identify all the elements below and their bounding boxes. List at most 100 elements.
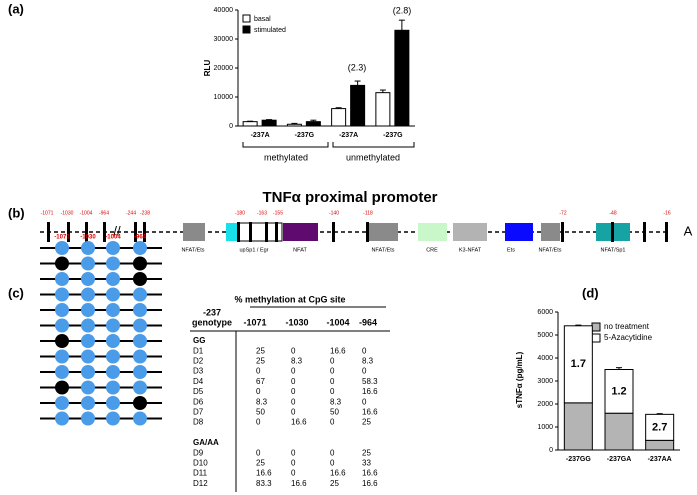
element-label: K3-NFAT (459, 247, 482, 253)
cell: 0 (291, 387, 296, 396)
cell: 0 (291, 367, 296, 376)
cell: 16.6 (291, 418, 307, 427)
y-tick-label: 5000 (537, 332, 553, 339)
element-label: NFAT/Sp1 (601, 247, 626, 253)
cell: 0 (330, 418, 335, 427)
cell: 0 (330, 448, 335, 457)
bar (305, 121, 321, 127)
cell: 0 (256, 387, 261, 396)
bar (261, 119, 277, 127)
cell: 0 (256, 418, 261, 427)
cpg-site (81, 318, 95, 333)
end-label: A (684, 223, 693, 238)
bar (242, 121, 258, 127)
cell: 0 (291, 448, 296, 457)
cell: 25 (256, 357, 265, 366)
cell: 16.6 (256, 469, 272, 478)
cpg-site (55, 241, 69, 255)
cell: 33 (362, 459, 371, 468)
row-label: D1 (193, 346, 204, 355)
cpg-site (55, 396, 69, 410)
cell: 0 (291, 459, 296, 468)
cpg-site (81, 303, 95, 317)
bar (375, 92, 391, 127)
cell: 16.6 (362, 479, 378, 488)
panel-label: (c) (8, 285, 24, 300)
row-label: D3 (193, 367, 204, 376)
cpg-site (55, 287, 69, 302)
panel-label: (a) (8, 1, 24, 16)
row-header: -237 (203, 307, 221, 317)
position-label: -1004 (80, 210, 93, 216)
cell: 8.3 (330, 397, 342, 406)
legend-label: basal (254, 16, 271, 23)
cpg-site (81, 334, 95, 348)
cpg-site (106, 256, 120, 271)
cell: 67 (256, 377, 265, 386)
cpg-site (106, 287, 120, 302)
bar-segment (604, 412, 634, 451)
position-label: -1071 (41, 210, 54, 216)
cell: 0 (330, 357, 335, 366)
panel-label: (b) (8, 205, 25, 220)
cell: 25 (256, 346, 265, 355)
cell: 0 (256, 448, 261, 457)
position-label: -238 (140, 210, 150, 216)
cell: 0 (330, 377, 335, 386)
cell: 0 (330, 459, 335, 468)
cpg-site (106, 365, 120, 379)
group-bracket (242, 142, 329, 148)
cpg-site (81, 365, 95, 379)
group-label: methylated (264, 152, 308, 162)
group-label: unmethylated (346, 152, 400, 162)
cpg-site (106, 272, 120, 286)
cell: 16.6 (291, 479, 307, 488)
element-label: upSp1 / Egr (239, 247, 268, 253)
cell: 0 (291, 408, 296, 417)
cell: 16.6 (330, 346, 346, 355)
element-label: Ets (507, 247, 515, 253)
cell: 0 (291, 469, 296, 478)
position-label: -140 (329, 210, 339, 216)
bar-segment (563, 325, 593, 404)
cell: 0 (291, 377, 296, 386)
bar-annotation: 1.2 (611, 385, 626, 397)
position-label: -1030 (61, 210, 74, 216)
bar-segment (563, 402, 593, 451)
cpg-site (106, 318, 120, 333)
legend-label: no treatment (604, 322, 650, 331)
cpg-site-label: -1004 (105, 235, 121, 241)
x-tick-label: -237A (339, 132, 358, 139)
y-tick-label: 10000 (214, 94, 234, 101)
legend-label: 5-Azacytidine (604, 333, 653, 342)
cpg-site (55, 365, 69, 379)
cpg-site (106, 349, 120, 364)
cell: 16.6 (362, 387, 378, 396)
cpg-site (106, 411, 120, 426)
annotation: (2.3) (348, 62, 367, 72)
bar (394, 29, 410, 127)
position-label: -118 (363, 210, 373, 216)
y-tick-label: 0 (229, 123, 233, 130)
cell: 0 (330, 387, 335, 396)
x-tick-label: -237G (383, 132, 403, 139)
row-label: D12 (193, 479, 208, 488)
cell: 0 (291, 346, 296, 355)
cell: 50 (256, 408, 265, 417)
bar (331, 108, 347, 127)
cell: 58.3 (362, 377, 378, 386)
bar (286, 123, 302, 127)
row-label: D10 (193, 459, 208, 468)
cpg-site (81, 256, 95, 271)
cpg-site (106, 303, 120, 317)
row-label: D9 (193, 448, 204, 457)
bar-segment (645, 413, 675, 441)
cell: 25 (362, 418, 371, 427)
cpg-site (81, 380, 95, 395)
cpg-site (55, 303, 69, 317)
y-tick-label: 4000 (537, 355, 553, 362)
bar-annotation: 1.7 (571, 358, 586, 370)
row-header: genotype (192, 317, 232, 327)
row-label: D7 (193, 408, 204, 417)
